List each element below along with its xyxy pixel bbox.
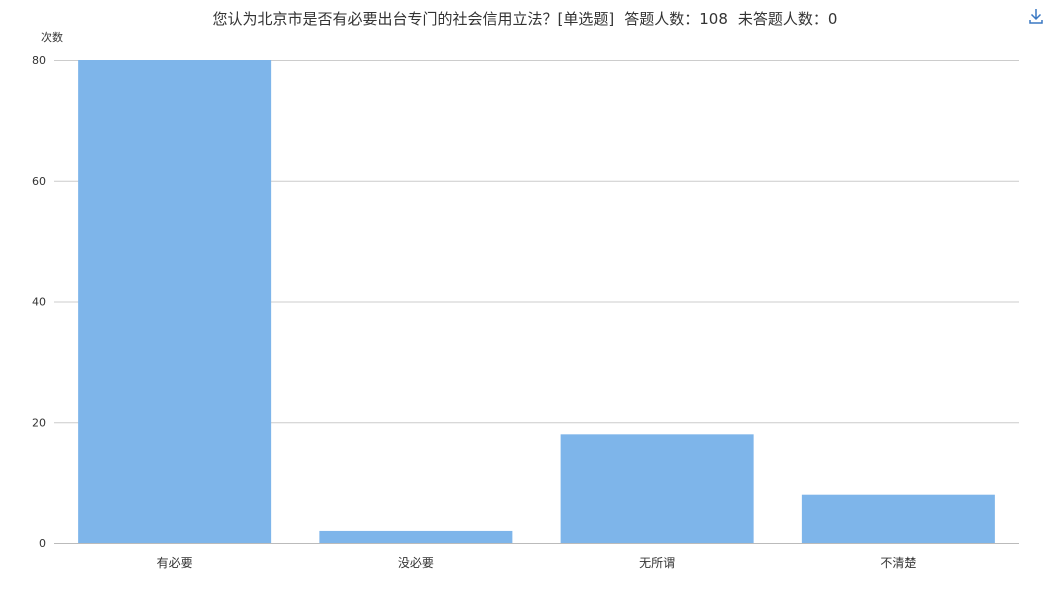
bar[interactable] bbox=[801, 494, 995, 543]
y-axis-title: 次数 bbox=[41, 30, 63, 44]
bar[interactable] bbox=[78, 60, 272, 543]
bar[interactable] bbox=[319, 530, 513, 543]
y-tick-label: 40 bbox=[32, 296, 46, 309]
y-tick-label: 20 bbox=[32, 416, 46, 429]
question-text: 您认为北京市是否有必要出台专门的社会信用立法？[单选题] bbox=[212, 10, 615, 28]
y-tick-labels: 0 20 40 60 80 bbox=[32, 54, 46, 550]
x-category-label: 无所谓 bbox=[639, 556, 675, 570]
x-category-label: 有必要 bbox=[157, 556, 193, 570]
download-icon bbox=[1029, 9, 1043, 24]
answered-count: 答题人数：108 bbox=[624, 10, 728, 28]
y-tick-label: 80 bbox=[32, 54, 46, 67]
y-tick-label: 60 bbox=[32, 175, 46, 188]
y-tick-label: 0 bbox=[39, 537, 46, 550]
x-category-label: 不清楚 bbox=[880, 556, 916, 570]
unanswered-count: 未答题人数：0 bbox=[737, 10, 838, 28]
chart-title: 您认为北京市是否有必要出台专门的社会信用立法？[单选题] 答题人数：108 未答题人… bbox=[0, 8, 1050, 29]
x-category-labels: 有必要 没必要 无所谓 不清楚 bbox=[157, 555, 917, 570]
bar[interactable] bbox=[560, 434, 754, 543]
bars bbox=[78, 60, 995, 543]
x-category-label: 没必要 bbox=[398, 555, 434, 570]
download-button[interactable] bbox=[1026, 6, 1046, 26]
